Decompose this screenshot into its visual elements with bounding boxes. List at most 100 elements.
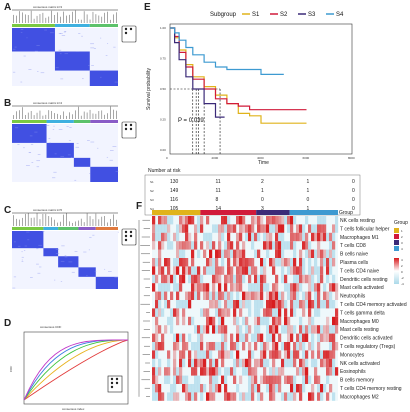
panel-label-a: A — [4, 2, 12, 13]
heatmap-cell — [311, 232, 315, 242]
heatmap-cell — [326, 316, 330, 326]
heatmap-cell — [215, 249, 219, 258]
heatmap-cell — [260, 300, 264, 309]
heatmap-cell — [224, 300, 228, 309]
heatmap-cell — [191, 249, 195, 258]
heatmap-cell — [269, 232, 273, 242]
heatmap-cell — [284, 308, 288, 317]
heatmap-cell — [155, 316, 159, 326]
matrix-noise — [14, 46, 17, 48]
matrix-noise — [90, 47, 95, 49]
heatmap-cell — [152, 283, 156, 292]
heatmap-cell — [200, 333, 204, 342]
heatmap-cell — [278, 232, 282, 242]
heatmap-cell — [269, 384, 273, 393]
heatmap-cell — [233, 367, 237, 376]
heatmap-row-label: NK cells activated — [340, 361, 380, 367]
heatmap-cell — [317, 325, 321, 334]
heatmap-cell — [263, 342, 267, 351]
heatmap-cell — [188, 316, 192, 326]
heatmap-cell — [227, 291, 231, 300]
heatmap-cell — [224, 384, 228, 393]
heatmap-cell — [287, 291, 291, 300]
matrix-noise — [30, 277, 33, 278]
heatmap-cell — [275, 375, 279, 384]
matrix-a-legend — [121, 25, 137, 43]
cluster-bar-segment — [89, 24, 118, 27]
heatmap-cell — [260, 266, 264, 275]
heatmap-cell — [308, 316, 312, 326]
heatmap-cell — [299, 333, 303, 342]
heatmap-cell — [302, 300, 306, 309]
heatmap-cell — [218, 232, 222, 242]
heatmap-cell — [221, 232, 225, 242]
heatmap-cell — [194, 232, 198, 242]
heatmap-cell — [230, 291, 234, 300]
heatmap-cell — [317, 375, 321, 384]
matrix-noise — [21, 256, 24, 258]
heatmap-cell — [164, 258, 168, 267]
heatmap-row-label: Macrophages M1 — [340, 235, 379, 241]
heatmap-cell — [200, 308, 204, 317]
heatmap-cell — [242, 367, 246, 376]
heatmap-cell — [332, 258, 336, 267]
heatmap-cell — [242, 224, 246, 233]
heatmap-cell — [260, 392, 264, 401]
matrix-noise — [20, 81, 23, 83]
heatmap-cell — [314, 367, 318, 376]
heatmap-cell — [164, 375, 168, 384]
heatmap-cell — [311, 325, 315, 334]
heatmap-cell — [173, 308, 177, 317]
heatmap-cell — [254, 384, 258, 393]
heatmap-cell — [212, 325, 216, 334]
heatmap-cell — [275, 342, 279, 351]
scale-legend-label: 2 — [401, 264, 403, 268]
heatmap-cell — [221, 308, 225, 317]
heatmap-cell — [182, 358, 186, 368]
heatmap-cell — [185, 300, 189, 309]
heatmap-cell — [167, 283, 171, 292]
heatmap-cell — [230, 350, 234, 359]
heatmap-cell — [296, 384, 300, 393]
heatmap-cell — [251, 241, 255, 250]
heatmap-cell — [176, 308, 180, 317]
heatmap-cell — [221, 216, 225, 225]
heatmap-cell — [317, 283, 321, 292]
heatmap-cell — [281, 367, 285, 376]
heatmap-cell — [215, 384, 219, 393]
heatmap-cell — [299, 367, 303, 376]
heatmap-cell — [335, 325, 339, 334]
heatmap-cell — [182, 224, 186, 233]
heatmap-cell — [335, 316, 339, 326]
heatmap-cell — [329, 358, 333, 368]
heatmap-cell — [302, 375, 306, 384]
heatmap-cell — [209, 342, 213, 351]
consensus-block — [89, 70, 118, 86]
heatmap-cell — [251, 224, 255, 233]
heatmap-cell — [275, 283, 279, 292]
heatmap-cell — [323, 325, 327, 334]
heatmap-cell — [263, 232, 267, 242]
heatmap-cell — [290, 291, 294, 300]
legend-dot — [124, 123, 128, 127]
heatmap-cell — [272, 224, 276, 233]
heatmap-cell — [275, 232, 279, 242]
matrix-noise — [14, 127, 19, 129]
heatmap-cell — [323, 258, 327, 267]
heatmap-cell — [242, 342, 246, 351]
legend-dot — [124, 27, 128, 31]
heatmap-cell — [335, 342, 339, 351]
heatmap-cell — [251, 375, 255, 384]
heatmap-cell — [293, 232, 297, 242]
scale-legend-label: 4 — [401, 258, 403, 262]
risk-table-count: 1 — [307, 206, 310, 212]
heatmap-cell — [200, 216, 204, 225]
heatmap-cell — [329, 291, 333, 300]
heatmap-cell — [158, 258, 162, 267]
panel-label-c: C — [4, 205, 12, 216]
heatmap-cell — [191, 367, 195, 376]
heatmap-cell — [212, 258, 216, 267]
heatmap-cell — [212, 384, 216, 393]
heatmap-cell — [272, 333, 276, 342]
heatmap-cell — [299, 300, 303, 309]
